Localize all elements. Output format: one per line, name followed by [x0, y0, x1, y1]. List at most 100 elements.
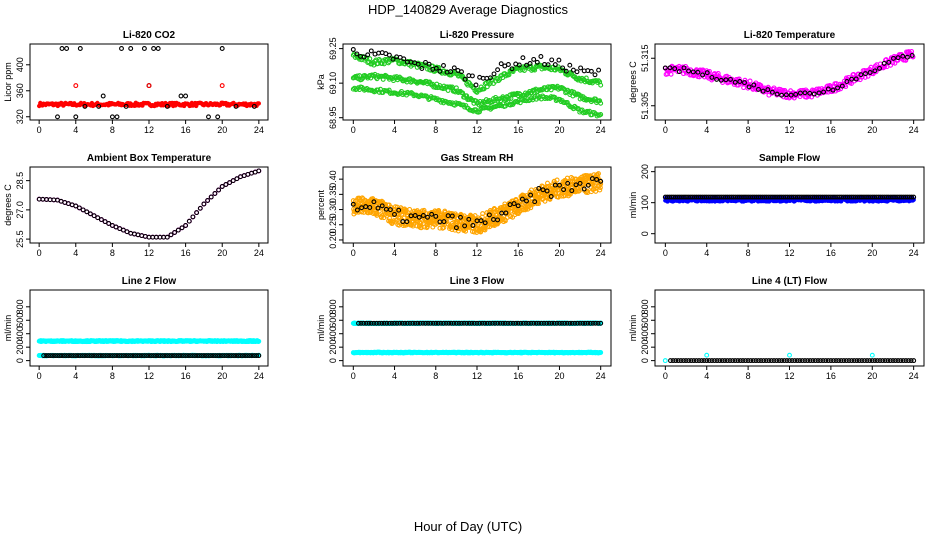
plot-frame [654, 43, 925, 121]
data-point [80, 207, 86, 213]
data-point [119, 46, 124, 51]
x-tick-label: 4 [704, 125, 709, 135]
data-point [695, 69, 701, 75]
data-point [66, 353, 72, 359]
data-point [462, 76, 468, 82]
y-tick-label: 27.0 [15, 201, 25, 219]
data-point [185, 353, 191, 359]
data-point [219, 353, 225, 359]
data-point [374, 212, 380, 218]
data-point [386, 52, 392, 58]
panel-title: Li-820 Pressure [440, 30, 515, 41]
data-point [206, 353, 211, 359]
data-point [598, 100, 604, 106]
panel-title: Gas Stream RH [441, 153, 514, 164]
data-point [416, 214, 422, 220]
data-point [45, 353, 51, 359]
y-tick-label: 28.5 [15, 172, 25, 190]
data-point [208, 353, 214, 359]
data-point [552, 62, 558, 68]
data-point [73, 114, 79, 120]
data-point [180, 353, 186, 359]
data-point [64, 353, 70, 359]
data-point [50, 353, 56, 359]
plot-frame [654, 166, 925, 244]
data-point [155, 46, 161, 51]
data-point [247, 353, 253, 359]
data-point [77, 353, 83, 359]
data-point [151, 46, 157, 51]
data-point [217, 353, 223, 359]
data-point [212, 353, 218, 359]
data-point [437, 68, 443, 74]
data-point [376, 320, 382, 326]
data-point [783, 92, 789, 98]
data-point [598, 82, 604, 88]
x-tick-label: 20 [217, 125, 227, 135]
data-point [100, 93, 106, 99]
x-tick-label: 4 [704, 248, 709, 258]
y-tick-label: 360 [15, 83, 25, 98]
data-point [71, 353, 76, 359]
x-tick-label: 16 [181, 248, 191, 258]
data-point [554, 177, 560, 183]
panel-title: Li-820 Temperature [744, 30, 836, 41]
data-point [231, 353, 237, 359]
data-point [412, 320, 418, 326]
data-point [441, 225, 447, 230]
x-tick-label: 24 [909, 125, 919, 135]
data-point [59, 353, 65, 359]
x-tick-label: 12 [144, 125, 154, 135]
data-point [728, 76, 733, 82]
data-point [57, 353, 63, 359]
data-point [119, 353, 124, 359]
data-point [183, 353, 189, 359]
data-point [459, 69, 464, 75]
y-tick-label: 0 [15, 358, 25, 363]
data-point [700, 72, 706, 78]
x-tick-label: 8 [110, 248, 115, 258]
data-point [98, 353, 104, 359]
data-point [723, 77, 729, 83]
data-point [82, 353, 88, 359]
data-point [742, 80, 747, 86]
data-point [510, 92, 516, 98]
data-point [487, 75, 493, 81]
data-point [904, 54, 910, 60]
data-point [756, 86, 761, 92]
data-point [690, 69, 696, 75]
data-point [495, 217, 501, 223]
data-point [482, 220, 488, 226]
panel-title: Li-820 CO2 [123, 30, 176, 41]
data-point [451, 65, 457, 71]
x-tick-label: 0 [37, 125, 42, 135]
data-point [233, 353, 239, 359]
data-point [672, 66, 678, 72]
y-tick-label: 0.35 [328, 186, 338, 204]
data-point [61, 353, 67, 359]
y-tick-label: 0.25 [328, 216, 338, 234]
data-point [238, 353, 243, 359]
y-tick-label: 68.95 [328, 106, 338, 129]
data-point [444, 219, 450, 225]
data-point [594, 177, 600, 182]
data-point [359, 77, 365, 82]
data-point [251, 353, 257, 359]
data-point [178, 93, 184, 99]
data-point [536, 201, 541, 207]
y-tick-label: 800 [15, 299, 25, 314]
data-point [548, 194, 554, 199]
data-point [256, 101, 261, 106]
data-point [574, 69, 580, 75]
data-point [151, 353, 157, 359]
data-point [886, 59, 892, 65]
data-point [421, 207, 427, 213]
x-tick-label: 12 [784, 248, 794, 258]
x-tick-label: 20 [554, 248, 564, 258]
data-point [175, 227, 181, 233]
data-point [691, 72, 697, 78]
data-point [477, 109, 482, 115]
data-point [141, 46, 147, 51]
x-tick-label: 20 [867, 125, 877, 135]
